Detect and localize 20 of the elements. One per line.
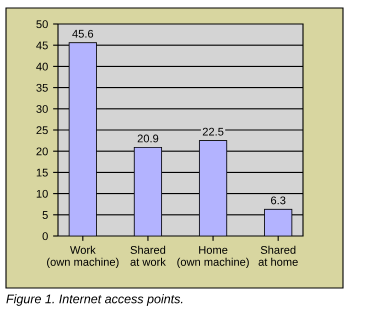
y-tick-label: 35 [36, 84, 48, 92]
y-tick-label: 25 [36, 126, 48, 134]
y-tick-label: 40 [36, 62, 48, 71]
data-label: 45.6 [72, 30, 94, 38]
y-tick-label: 50 [36, 20, 48, 28]
x-tick-label: Work (own machine) [47, 246, 119, 268]
y-tick-label: 45 [36, 42, 48, 50]
data-label: 6.3 [271, 196, 286, 204]
y-tick-label: 0 [42, 232, 48, 240]
data-label: 22.5 [202, 128, 224, 136]
x-tick-label: Shared at home [258, 246, 298, 266]
y-tick-label: 30 [36, 105, 48, 113]
x-tick-label: Shared at work [130, 246, 166, 266]
data-label: 20.9 [138, 134, 158, 142]
y-tick-label: 10 [36, 190, 48, 198]
x-tick-label: Home (own machine) [177, 246, 249, 268]
y-tick-label: 5 [42, 211, 48, 219]
y-tick-label: 20 [36, 147, 48, 156]
caption: Figure 1. Internet access points. [6, 294, 182, 306]
y-tick-label: 15 [36, 168, 48, 177]
